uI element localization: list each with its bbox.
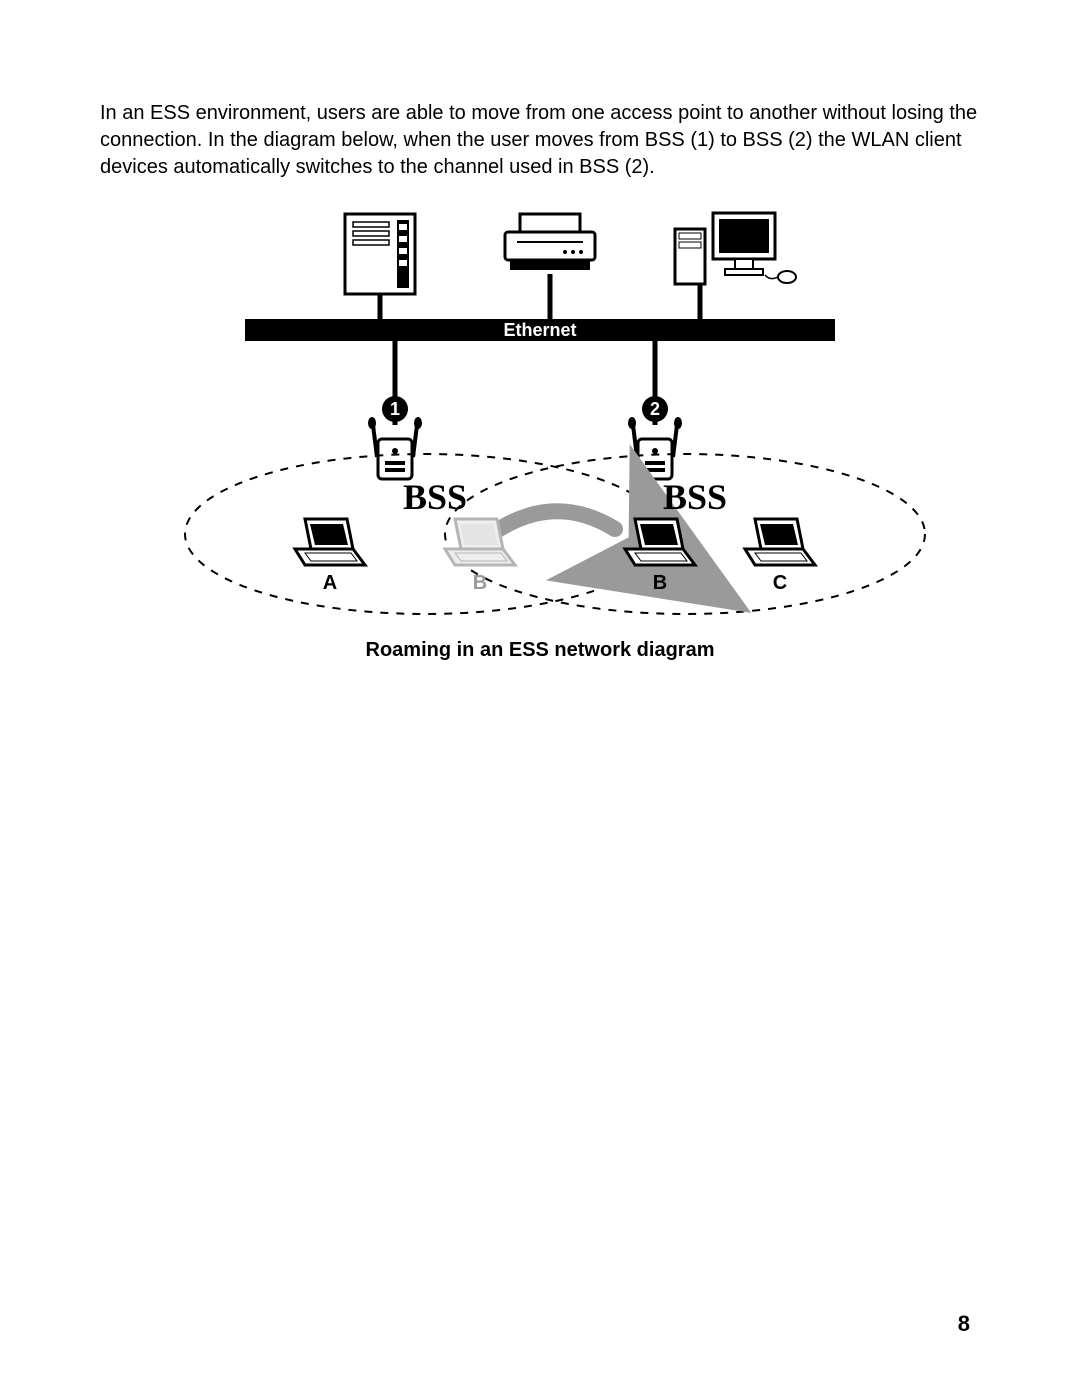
svg-text:1: 1 [390,399,400,419]
laptop-label: B [473,572,487,594]
ess-network-diagram: Ethernet 1 2 BSS BSS A B B C [145,199,935,629]
ethernet-label: Ethernet [503,320,576,340]
laptop-icon [625,519,695,565]
diagram-caption: Roaming in an ESS network diagram [100,639,980,662]
desktop-pc-icon [675,213,796,284]
laptop-label: A [323,572,337,594]
laptop-icon [745,519,815,565]
server-icon [345,214,415,294]
ap-badge: 2 [642,396,668,422]
page-number: 8 [958,1311,970,1337]
intro-paragraph: In an ESS environment, users are able to… [100,100,980,181]
access-point-icon [368,417,422,479]
laptop-icon [295,519,365,565]
bss-label: BSS [663,477,727,517]
ap-badge: 1 [382,396,408,422]
printer-icon [505,214,595,270]
bss-label: BSS [403,477,467,517]
diagram-container: Ethernet 1 2 BSS BSS A B B C [100,199,980,629]
roaming-arrow [485,511,615,539]
laptop-label: C [773,572,787,594]
svg-text:2: 2 [650,399,660,419]
laptop-label: B [653,572,667,594]
access-point-icon [628,417,682,479]
